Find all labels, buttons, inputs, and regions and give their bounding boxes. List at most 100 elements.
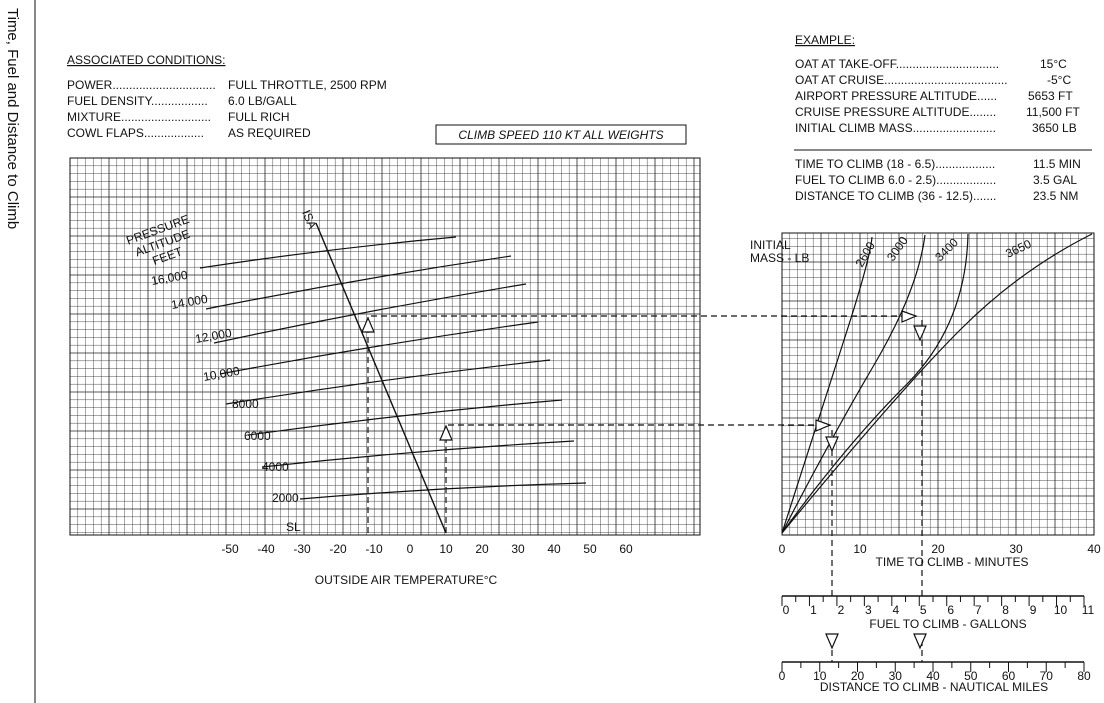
altitude-curve-label: 10,000 — [202, 364, 241, 384]
mass-curve — [781, 233, 969, 534]
example-header: EXAMPLE: — [795, 33, 855, 47]
example-label: CRUISE PRESSURE ALTITUDE........ — [795, 105, 996, 119]
oat-tick-label: 60 — [619, 542, 633, 556]
mass-legend-title: INITIAL — [750, 238, 791, 252]
isa-line — [315, 222, 447, 534]
distance-tick-label: 40 — [926, 669, 940, 683]
oat-tick-label: 50 — [583, 542, 597, 556]
fuel-tick-label: 11 — [1082, 603, 1095, 617]
distance-tick-label: 20 — [851, 669, 865, 683]
altitude-curve-label: 14,000 — [170, 292, 209, 312]
grid-frame — [781, 232, 1095, 536]
guide-arrow — [901, 310, 918, 323]
example-list: OAT AT TAKE-OFF.........................… — [795, 57, 1080, 135]
distance-tick-label: 80 — [1077, 669, 1091, 683]
guide-arrow — [913, 633, 927, 650]
sidebar-title: Time, Fuel and Distance to Climb — [4, 8, 21, 229]
fuel-tick-label: 4 — [892, 603, 899, 617]
oat-tick-label: -50 — [221, 542, 239, 556]
altitude-curve — [225, 359, 551, 405]
condition-label: COWL FLAPS.................. — [67, 126, 204, 140]
time-tick-label: 0 — [779, 542, 786, 556]
fuel-tick-label: 8 — [1002, 603, 1009, 617]
altitude-curve-label: 12,000 — [194, 326, 233, 346]
mass-curve-label: 3400 — [932, 235, 961, 264]
time-tick-label: 30 — [1009, 542, 1023, 556]
condition-label: FUEL DENSITY................. — [67, 94, 208, 108]
oat-grid — [69, 157, 701, 536]
mass-curve — [781, 234, 926, 534]
oat-tick-label: 0 — [407, 542, 414, 556]
distance-tick-label: 10 — [813, 669, 827, 683]
altitude-curve — [299, 482, 587, 500]
mass-curve — [781, 236, 873, 534]
guide-arrow — [825, 633, 839, 650]
result-label: FUEL TO CLIMB 6.0 - 2.5)................… — [795, 173, 996, 187]
altitude-curve-label: 4000 — [262, 460, 289, 474]
oat-tick-label: 20 — [475, 542, 489, 556]
example-label: OAT AT CRUISE...........................… — [795, 73, 1008, 87]
example-value: -5°C — [1047, 73, 1071, 87]
time-tick-label: 20 — [931, 542, 945, 556]
fuel-tick-label: 5 — [920, 603, 927, 617]
altitude-curve — [205, 255, 512, 310]
fuel-tick-label: 0 — [783, 603, 790, 617]
example-label: AIRPORT PRESSURE ALTITUDE...... — [795, 89, 997, 103]
mass-legend-title: MASS - LB — [750, 251, 809, 265]
oat-axis-label: OUTSIDE AIR TEMPERATURE°C — [315, 573, 498, 587]
condition-value: 6.0 LB/GALL — [228, 94, 297, 108]
distance-tick-label: 30 — [889, 669, 903, 683]
pressure-altitude-curves: SL 2000 4000 6000 8000 10,000 12,000 14,000 16,0… — [150, 236, 587, 534]
oat-tick-label: 10 — [439, 542, 453, 556]
condition-value: FULL RICH — [228, 110, 290, 124]
climb-speed-box — [435, 124, 687, 145]
altitude-curve — [261, 440, 575, 468]
example-value: 11,500 FT — [1026, 105, 1080, 119]
fuel-tick-label: 2 — [838, 603, 845, 617]
example-label: OAT AT TAKE-OFF.........................… — [795, 57, 999, 71]
distance-tick-label: 60 — [1002, 669, 1016, 683]
oat-tick-label: 30 — [511, 542, 525, 556]
fuel-tick-label: 1 — [810, 603, 817, 617]
fuel-scale: 0 1 2 3 4 5 6 7 8 9 10 11 — [781, 595, 1095, 617]
mass-curve — [781, 233, 1093, 534]
oat-tick-label: 40 — [547, 542, 561, 556]
fuel-axis-label: FUEL TO CLIMB - GALLONS — [869, 617, 1026, 631]
altitude-curve-label: SL — [286, 520, 301, 534]
fuel-tick-label: 3 — [865, 603, 872, 617]
altitude-curve-label: 2000 — [272, 491, 299, 505]
mass-curve-label: 3650 — [1003, 237, 1033, 261]
result-label: TIME TO CLIMB (18 - 6.5)................… — [795, 157, 995, 171]
altitude-curve-label: 8000 — [232, 397, 259, 411]
isa-label: ISA — [299, 208, 319, 231]
altitude-curve — [219, 321, 539, 375]
distance-tick-label: 50 — [964, 669, 978, 683]
result-value: 11.5 MIN — [1033, 157, 1081, 171]
time-axis-label: TIME TO CLIMB - MINUTES — [876, 555, 1029, 569]
guide-arrow — [439, 424, 453, 441]
fuel-tick-label: 6 — [947, 603, 954, 617]
fuel-tick-label: 9 — [1030, 603, 1037, 617]
condition-value: FULL THROTTLE, 2500 RPM — [228, 78, 387, 92]
fuel-tick-label: 7 — [975, 603, 982, 617]
oat-tick-labels: -50 -40 -30 -20 -10 0 10 20 30 40 50 60 — [221, 542, 633, 556]
example-results: TIME TO CLIMB (18 - 6.5)................… — [795, 157, 1081, 203]
distance-tick-label: 70 — [1040, 669, 1054, 683]
result-label: DISTANCE TO CLIMB (36 - 12.5)....... — [795, 189, 996, 203]
result-value: 3.5 GAL — [1033, 173, 1077, 187]
example-value: 15°C — [1040, 57, 1067, 71]
conditions-header: ASSOCIATED CONDITIONS: — [67, 53, 225, 67]
time-tick-label: 40 — [1087, 542, 1101, 556]
oat-tick-label: -10 — [365, 542, 383, 556]
time-tick-label: 10 — [853, 542, 867, 556]
oat-tick-label: -30 — [293, 542, 311, 556]
distance-tick-label: 0 — [779, 669, 786, 683]
altitude-curve — [247, 399, 563, 436]
condition-value: AS REQUIRED — [228, 126, 311, 140]
altitude-curve — [213, 283, 527, 344]
time-grid — [781, 232, 1095, 536]
guide-arrow — [361, 316, 375, 333]
guide-arrow — [825, 436, 839, 453]
example-value: 5653 FT — [1028, 89, 1073, 103]
